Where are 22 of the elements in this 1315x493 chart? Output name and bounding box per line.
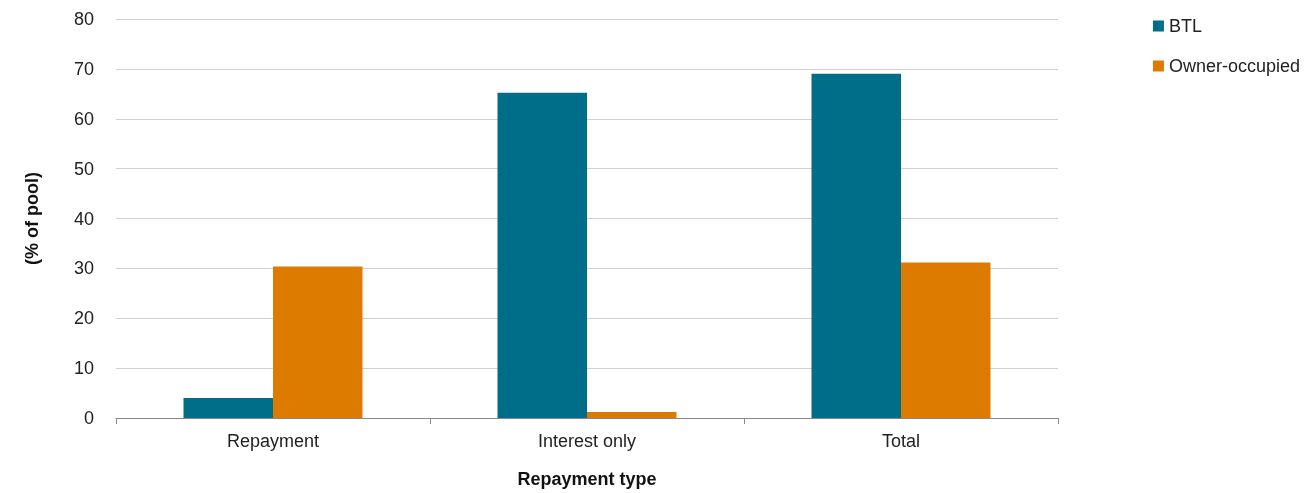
legend-label: BTL [1168,16,1202,36]
y-axis-title: (% of pool) [22,172,42,265]
bar [273,266,363,418]
y-tick-label: 70 [73,58,94,79]
bar [497,92,587,418]
y-tick-label: 10 [73,358,94,379]
x-tick-label: Repayment [226,431,320,451]
y-tick-label: 40 [73,208,94,229]
bar [901,262,991,418]
legend-label: Owner-occupied [1168,56,1300,76]
y-tick-label: 60 [73,108,94,129]
y-tick-label: 50 [73,158,94,179]
x-tick-label: Interest only [537,431,637,451]
x-tick-label: Total [881,431,921,451]
y-tick-label: 0 [83,408,94,428]
bar [811,73,901,418]
y-tick-label: 20 [73,308,94,329]
y-tick-label: 30 [73,258,94,279]
y-tick-label: 80 [73,9,94,29]
bar [587,412,677,418]
bar [183,398,273,418]
x-axis-title: Repayment type [517,469,657,489]
